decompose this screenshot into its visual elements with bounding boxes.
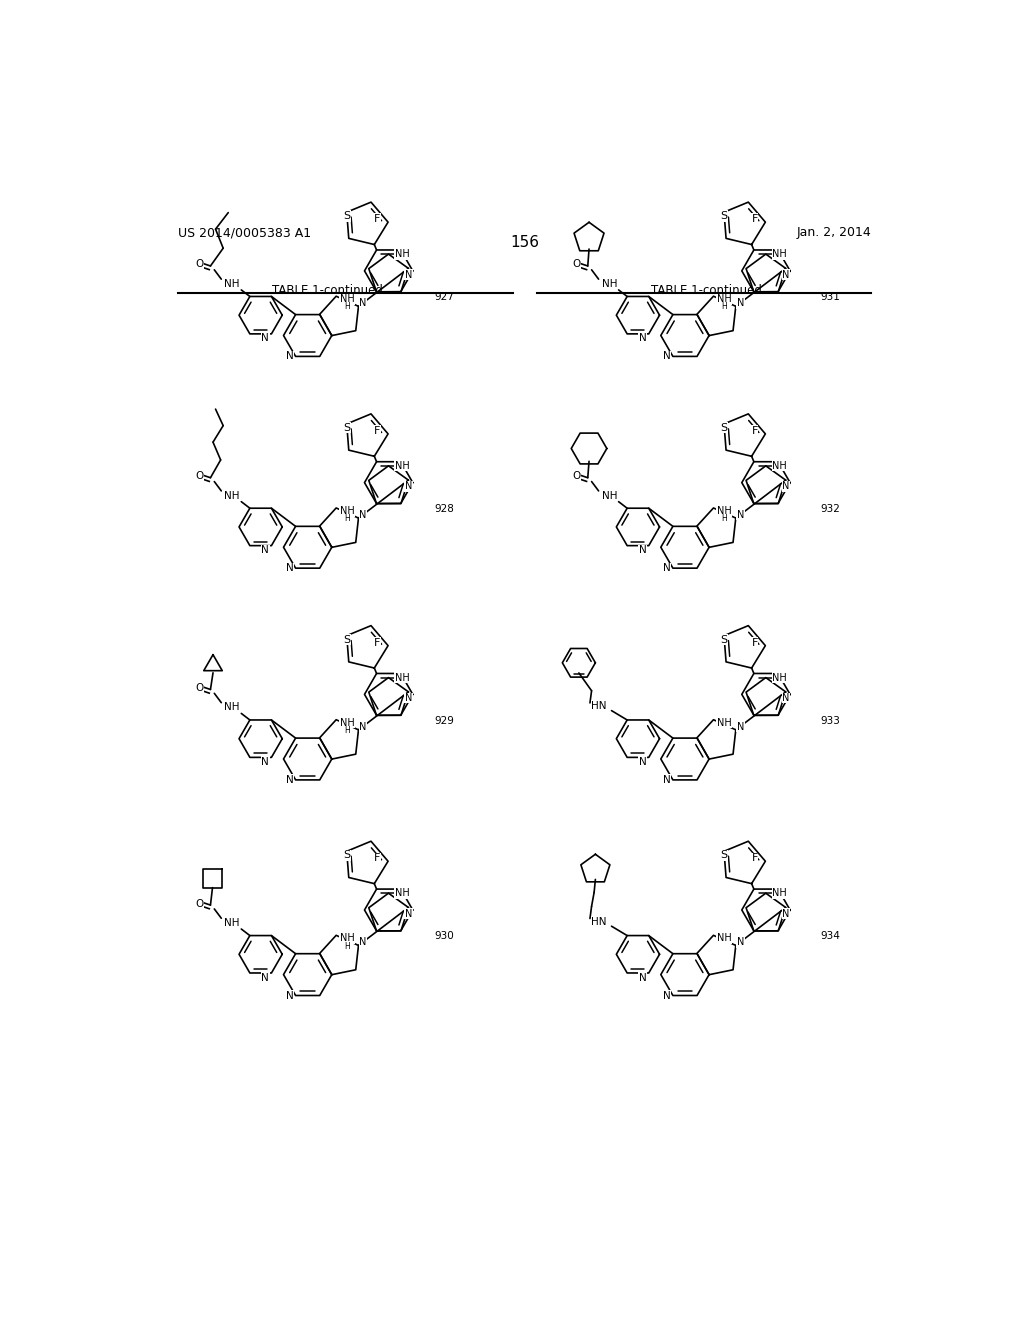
Text: N: N (639, 756, 646, 767)
Text: NH: NH (772, 249, 787, 259)
Text: N: N (782, 693, 790, 704)
Text: H: H (721, 515, 727, 523)
Text: N: N (261, 545, 269, 556)
Text: TABLE 1-continued: TABLE 1-continued (272, 284, 383, 297)
Text: NH: NH (340, 933, 354, 944)
Text: N: N (639, 973, 646, 982)
Text: NH: NH (717, 718, 731, 727)
Text: NH: NH (602, 279, 617, 289)
Text: N: N (663, 351, 671, 362)
Text: 932: 932 (820, 504, 841, 513)
Text: Jan. 2, 2014: Jan. 2, 2014 (797, 226, 871, 239)
Text: O: O (195, 260, 203, 269)
Text: N: N (663, 990, 671, 1001)
Text: HN: HN (592, 701, 607, 711)
Text: NH: NH (717, 506, 731, 516)
Text: NH: NH (772, 461, 787, 471)
Text: N: N (663, 564, 671, 573)
Text: N: N (404, 693, 412, 704)
Text: NH: NH (340, 506, 354, 516)
Text: 933: 933 (820, 715, 841, 726)
Text: N: N (286, 351, 293, 362)
Text: N: N (286, 564, 293, 573)
Text: NH: NH (340, 294, 354, 305)
Text: NH: NH (395, 461, 410, 471)
Text: S: S (721, 635, 728, 644)
Text: N: N (359, 937, 367, 948)
Text: S: S (343, 422, 350, 433)
Text: 931: 931 (820, 293, 841, 302)
Text: S: S (721, 850, 728, 861)
Text: F: F (752, 853, 758, 863)
Text: N: N (736, 722, 744, 731)
Text: O: O (572, 471, 581, 482)
Text: O: O (195, 899, 203, 908)
Text: 928: 928 (434, 504, 454, 513)
Text: N: N (359, 510, 367, 520)
Text: N: N (782, 908, 790, 919)
Text: F: F (374, 214, 381, 224)
Text: TABLE 1-continued: TABLE 1-continued (650, 284, 762, 297)
Text: S: S (721, 211, 728, 220)
Text: N: N (736, 937, 744, 948)
Text: NH: NH (772, 673, 787, 682)
Text: F: F (752, 214, 758, 224)
Text: NH: NH (340, 718, 354, 727)
Text: 927: 927 (434, 293, 454, 302)
Text: 934: 934 (820, 932, 841, 941)
Text: F: F (374, 426, 381, 436)
Text: N: N (639, 545, 646, 556)
Text: F: F (374, 638, 381, 648)
Text: N: N (286, 990, 293, 1001)
Text: 930: 930 (434, 932, 454, 941)
Text: H: H (721, 302, 727, 312)
Text: N: N (359, 298, 367, 309)
Text: N: N (261, 756, 269, 767)
Text: NH: NH (395, 249, 410, 259)
Text: US 2014/0005383 A1: US 2014/0005383 A1 (178, 226, 311, 239)
Text: O: O (195, 471, 203, 482)
Text: NH: NH (717, 933, 731, 944)
Text: NH: NH (602, 491, 617, 500)
Text: N: N (404, 269, 412, 280)
Text: NH: NH (717, 294, 731, 305)
Text: N: N (286, 775, 293, 785)
Text: N: N (261, 973, 269, 982)
Text: 156: 156 (510, 235, 540, 251)
Text: H: H (344, 726, 350, 735)
Text: N: N (359, 722, 367, 731)
Text: O: O (572, 260, 581, 269)
Text: F: F (374, 853, 381, 863)
Text: S: S (721, 422, 728, 433)
Text: NH: NH (224, 279, 240, 289)
Text: N: N (736, 510, 744, 520)
Text: NH: NH (224, 917, 240, 928)
Text: NH: NH (395, 888, 410, 898)
Text: S: S (343, 211, 350, 220)
Text: S: S (343, 635, 350, 644)
Text: N: N (736, 298, 744, 309)
Text: N: N (782, 269, 790, 280)
Text: H: H (344, 302, 350, 312)
Text: N: N (404, 908, 412, 919)
Text: F: F (752, 638, 758, 648)
Text: NH: NH (224, 702, 240, 713)
Text: N: N (663, 775, 671, 785)
Text: N: N (404, 482, 412, 491)
Text: 929: 929 (434, 715, 454, 726)
Text: NH: NH (772, 888, 787, 898)
Text: NH: NH (224, 491, 240, 500)
Text: O: O (195, 682, 203, 693)
Text: HN: HN (592, 916, 607, 927)
Text: NH: NH (395, 673, 410, 682)
Text: N: N (639, 334, 646, 343)
Text: N: N (261, 334, 269, 343)
Text: H: H (344, 941, 350, 950)
Text: N: N (782, 482, 790, 491)
Text: F: F (752, 426, 758, 436)
Text: H: H (344, 515, 350, 523)
Text: S: S (343, 850, 350, 861)
